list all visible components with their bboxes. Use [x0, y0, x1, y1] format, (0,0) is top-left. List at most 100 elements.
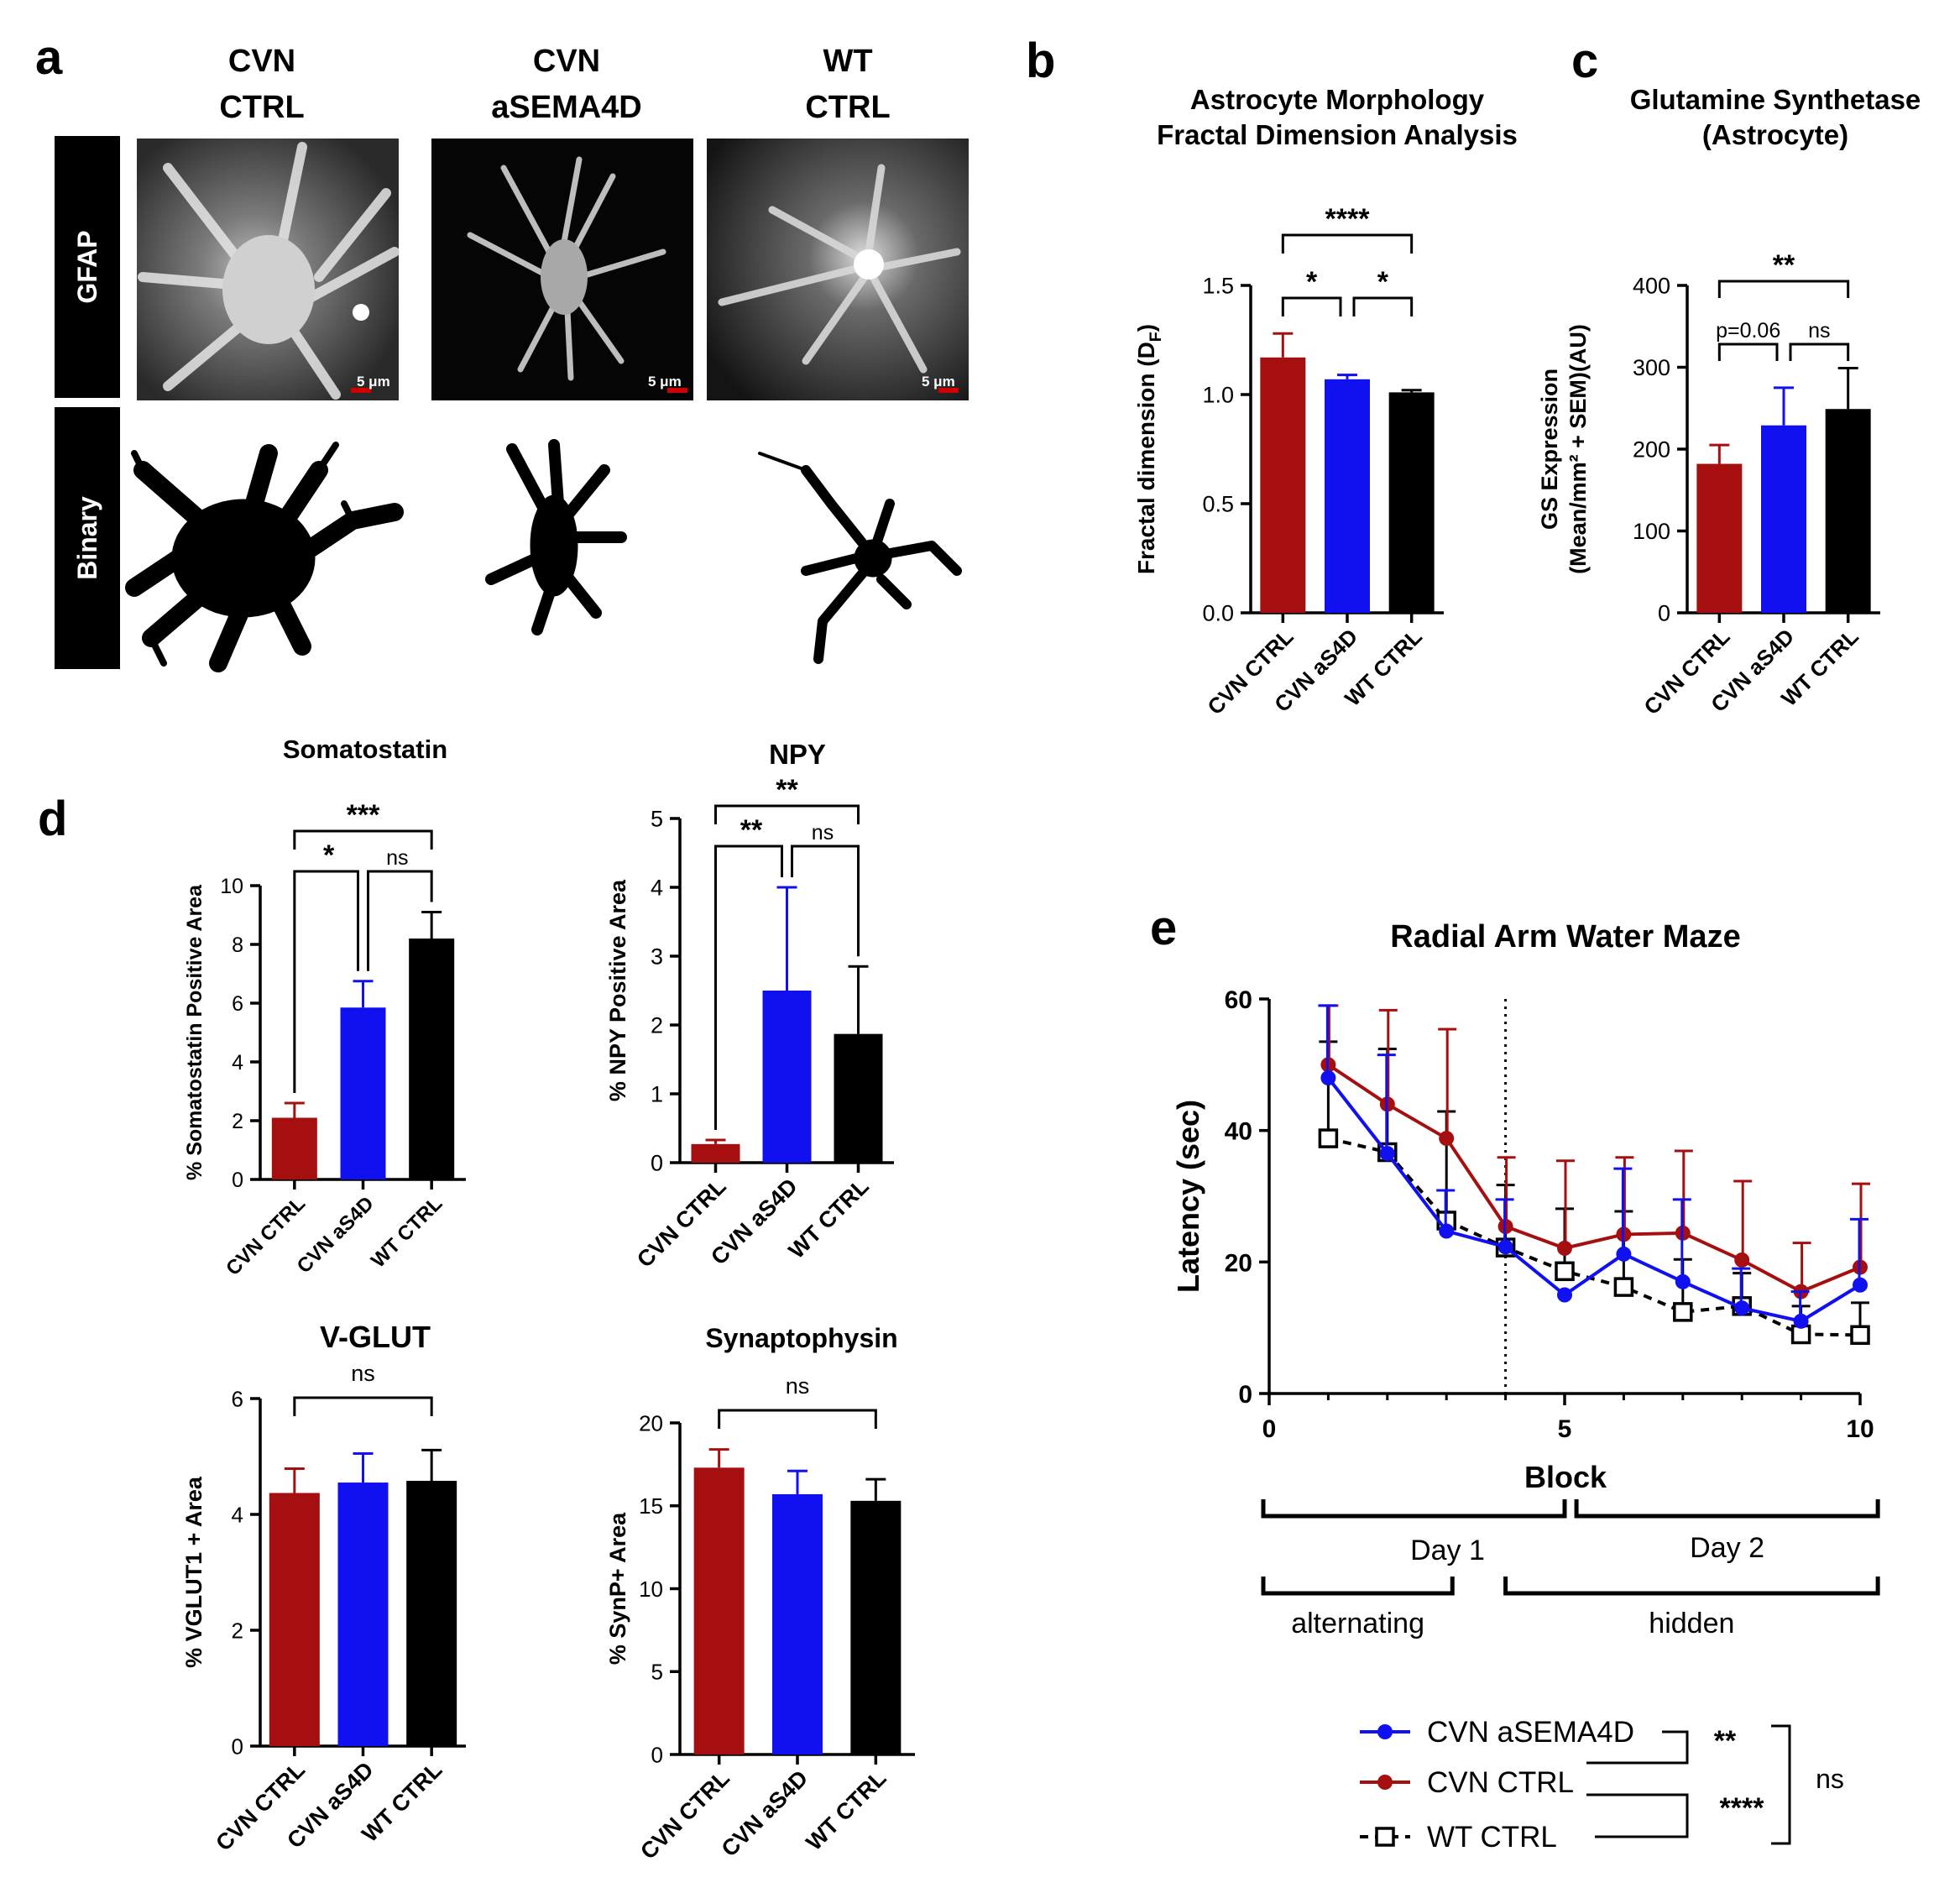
sig-bracket-2-label: ns: [1808, 319, 1830, 343]
y-tick-label: 60: [1225, 986, 1252, 1014]
y-axis-label-end: ): [1133, 324, 1159, 332]
panel-e-annotations: Day 1 Day 2 alternating hidden CVN aSEMA4D CV…: [1261, 1499, 1880, 1854]
y-axis-label: % Somatostatin Positive Area: [183, 884, 206, 1180]
y-tick-label: 5: [651, 1660, 663, 1685]
point-cvn-asema4d: [1793, 1313, 1809, 1329]
sig-bracket-1: [1717, 343, 1779, 361]
y-tick-label: 0: [1238, 1381, 1252, 1409]
y-axis-label: Latency (sec): [1171, 1100, 1205, 1293]
y-tick-label: 10: [639, 1577, 663, 1602]
point-cvn-asema4d: [1497, 1239, 1513, 1255]
panel-c-letter: c: [1571, 34, 1598, 88]
column-title-2-line1: CVN: [533, 44, 600, 79]
y-tick-label: 15: [639, 1493, 663, 1519]
y-tick-label: 0: [232, 1734, 243, 1759]
y-tick-label: 0: [1658, 601, 1670, 626]
bar-cvn-as4d: [1761, 425, 1806, 613]
y-tick-label: 2: [232, 1110, 243, 1133]
sig-bracket-outer-label: **: [1773, 249, 1795, 281]
sig-bracket-2-label: ns: [386, 846, 408, 870]
bar-wt-ctrl: [1388, 392, 1435, 613]
y-axis-label: Fractal dimension (DF): [1133, 324, 1165, 574]
panel-d-synaptophysin-chart: Synaptophysin 0 5 10 15 20 % SynP+ Area CVN CTR…: [605, 1323, 915, 1864]
bar-cvn-ctrl: [691, 1143, 740, 1163]
point-cvn-asema4d: [1379, 1146, 1395, 1162]
bracket-alternating: [1261, 1577, 1455, 1596]
sig-bracket: [718, 1409, 877, 1429]
sig-bracket-2: [367, 870, 433, 971]
bracket-day-1: [1261, 1499, 1567, 1519]
y-tick-label: 0.5: [1202, 492, 1234, 517]
line-cvn-asema4d: [1326, 1076, 1862, 1323]
sig-bracket-2-label: *: [1377, 266, 1389, 298]
y-tick-label: 200: [1633, 437, 1670, 463]
point-cvn-asema4d: [1616, 1246, 1632, 1262]
x-tick-label: 5: [1558, 1415, 1572, 1443]
x-tick-label: CVN CTRL: [635, 1765, 734, 1864]
legend-bracket-2: [1586, 1793, 1689, 1838]
x-tick-label: WT CTRL: [801, 1765, 891, 1855]
point-cvn-asema4d: [1675, 1273, 1691, 1289]
scale-bar-1: 5 μm: [357, 374, 390, 390]
sig-bracket-1-label: *: [1306, 266, 1318, 298]
sig-bracket-1: [293, 870, 359, 1093]
gfap-image-cvn-asema4d: 5 μm: [431, 139, 693, 400]
y-tick-label: 4: [651, 876, 663, 901]
chart-title-d4-0: Synaptophysin: [705, 1323, 897, 1353]
sig-bracket-1-label: **: [740, 814, 763, 846]
bar-cvn-as4d: [340, 1007, 386, 1179]
chart-title-d2-0: NPY: [769, 739, 826, 770]
y-tick-label: 3: [651, 944, 663, 970]
y-tick-label: 0: [651, 1742, 663, 1767]
x-tick-label: CVN CTRL: [222, 1192, 310, 1280]
bar-wt-ctrl: [850, 1500, 902, 1754]
legend-marker-cvn-asema4d: [1377, 1724, 1393, 1739]
panel-e-chart: e Radial Arm Water Maze 0 20 40 60 0 5 10 Block La…: [1150, 901, 1874, 1494]
y-tick-label: 4: [232, 1051, 243, 1075]
y-tick-label: 6: [232, 1386, 243, 1411]
sig-bracket-outer-label: ****: [1325, 203, 1371, 235]
gfap-image-cvn-ctrl: 5 μm: [137, 139, 400, 400]
point-wt-ctrl: [1613, 1277, 1634, 1297]
bar-wt-ctrl: [409, 939, 455, 1179]
y-tick-label: 5: [651, 807, 663, 832]
sig-bracket-1: [714, 845, 783, 1130]
column-title-1-line2: CTRL: [219, 90, 304, 125]
bar-cvn-as4d: [762, 991, 812, 1163]
chart-title-d1-0: Somatostatin: [283, 735, 447, 764]
sig-bracket-2: [1789, 343, 1850, 361]
panel-e-letter: e: [1150, 901, 1177, 955]
legend-label-wt-ctrl: WT CTRL: [1427, 1821, 1557, 1854]
sig-bracket-1-label: *: [323, 839, 335, 871]
binary-image-cvn-ctrl: [125, 442, 404, 672]
point-wt-ctrl: [1555, 1261, 1575, 1282]
sig-bracket-1-label: p=0.06: [1716, 319, 1780, 343]
sig-bracket-2: [791, 845, 860, 957]
point-cvn-asema4d: [1557, 1287, 1572, 1303]
sig-bracket: [293, 1396, 433, 1416]
x-tick-label: WT CTRL: [367, 1192, 447, 1272]
bar-cvn-ctrl: [1260, 357, 1306, 613]
bar-cvn-ctrl: [1696, 463, 1743, 613]
y-axis-label: % NPY Positive Area: [605, 879, 630, 1101]
y-tick-label: 0: [232, 1169, 243, 1192]
chart-title-c-0: Glutamine Synthetase: [1630, 84, 1921, 115]
legend-label-cvn-asema4d: CVN aSEMA4D: [1427, 1716, 1634, 1749]
sig-bracket-outer-label: ***: [347, 799, 380, 831]
bar-cvn-ctrl: [271, 1117, 317, 1179]
point-wt-ctrl: [1850, 1325, 1870, 1346]
chart-title-c-1: (Astrocyte): [1702, 119, 1848, 150]
point-cvn-asema4d: [1853, 1277, 1868, 1293]
point-wt-ctrl: [1673, 1302, 1693, 1322]
sig-bracket-outer: [1717, 280, 1850, 298]
y-tick-label: 1: [651, 1082, 663, 1107]
y-axis-label-line2: (Mean/mm² + SEM)(AU): [1565, 324, 1591, 574]
line-wt-ctrl: [1327, 1137, 1861, 1337]
sig-bracket-2: [1352, 296, 1414, 316]
row-label-binary-box: [55, 407, 120, 669]
column-title-3-line1: WT: [823, 44, 872, 79]
sig-bracket-outer: [714, 804, 860, 824]
y-tick-label: 6: [232, 992, 243, 1016]
y-tick-label: 2: [651, 1013, 663, 1038]
bracket-alternating-label: alternating: [1291, 1608, 1424, 1639]
